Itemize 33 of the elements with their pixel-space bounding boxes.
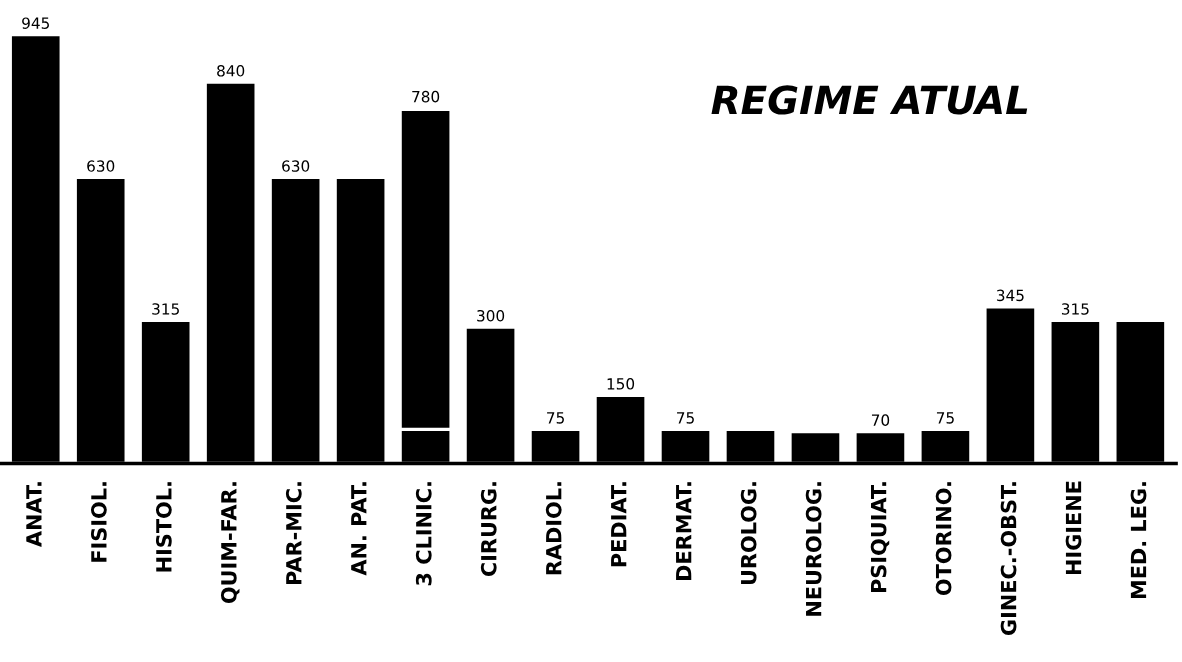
data-label: 300 [477, 310, 505, 322]
data-label: 75 [547, 412, 564, 424]
x-tick-label: UROLOG. [740, 482, 757, 585]
data-label: 945 [22, 17, 49, 29]
total-label: 780 [412, 90, 440, 103]
x-tick-label: 3 CLINIC. [415, 482, 432, 586]
data-label: 840 [217, 65, 245, 77]
x-tick-label: ANAT. [26, 482, 42, 548]
x-tick-label: AN. PAT. [351, 482, 367, 576]
data-label: 630 [87, 160, 115, 172]
x-tick-label: FISIOL. [91, 482, 107, 562]
x-tick-label: PSIQUIAT. [870, 482, 890, 593]
x-tick-label: QUIM-FAR. [220, 482, 240, 604]
x-tick-label: MED. LEG. [1130, 482, 1147, 599]
data-label: 150 [607, 378, 635, 390]
data-label: 315 [152, 303, 179, 315]
x-tick-label: GINEC.-OBST. [1000, 482, 1017, 635]
data-label: 70 [871, 414, 890, 426]
data-label: 75 [677, 412, 694, 424]
x-tick-label: NEUROLOG. [805, 482, 822, 616]
x-tick-label: PEDIAT. [611, 482, 627, 567]
data-label: 75 [936, 412, 954, 424]
x-tick-label: RADIOL. [545, 482, 562, 575]
x-tick-label: PAR-MIC. [285, 482, 302, 585]
data-label: 315 [1061, 303, 1089, 315]
x-tick-label: HIGIENE [1065, 481, 1082, 575]
x-tick-label: HISTOL. [155, 482, 172, 572]
data-label: 345 [996, 289, 1024, 302]
x-tick-label: CIRURG. [480, 482, 497, 577]
text: REGIME ATUAL [711, 85, 1028, 115]
data-label: 630 [282, 160, 310, 172]
x-tick-label: DERMAT. [676, 482, 692, 580]
x-tick-label: OTORINO. [935, 482, 952, 596]
